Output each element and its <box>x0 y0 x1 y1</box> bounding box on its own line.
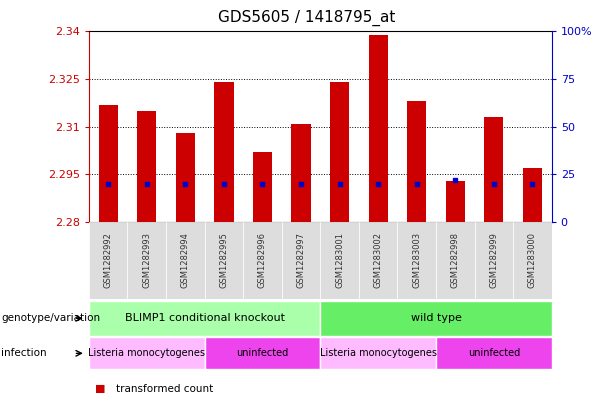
Text: infection: infection <box>1 348 47 358</box>
Text: GSM1282993: GSM1282993 <box>142 232 151 288</box>
Bar <box>446 181 465 222</box>
Bar <box>128 222 166 299</box>
Bar <box>513 222 552 299</box>
Text: Listeria monocytogenes: Listeria monocytogenes <box>319 348 436 358</box>
Text: GDS5605 / 1418795_at: GDS5605 / 1418795_at <box>218 10 395 26</box>
Bar <box>359 222 397 299</box>
Bar <box>205 337 321 369</box>
Bar <box>176 133 195 222</box>
Bar <box>484 117 503 222</box>
Text: GSM1283001: GSM1283001 <box>335 232 344 288</box>
Text: ■: ■ <box>95 384 105 393</box>
Bar <box>137 111 156 222</box>
Text: GSM1282996: GSM1282996 <box>258 232 267 288</box>
Bar <box>321 337 436 369</box>
Bar <box>253 152 272 222</box>
Bar <box>99 105 118 222</box>
Text: genotype/variation: genotype/variation <box>1 313 101 323</box>
Text: BLIMP1 conditional knockout: BLIMP1 conditional knockout <box>124 313 284 323</box>
Bar <box>330 82 349 222</box>
Bar <box>368 35 388 222</box>
Bar <box>282 222 321 299</box>
Bar <box>474 222 513 299</box>
Text: GSM1283003: GSM1283003 <box>412 232 421 288</box>
Bar <box>214 82 234 222</box>
Text: GSM1283000: GSM1283000 <box>528 232 537 288</box>
Text: Listeria monocytogenes: Listeria monocytogenes <box>88 348 205 358</box>
Bar <box>243 222 282 299</box>
Bar <box>436 222 474 299</box>
Bar <box>89 337 205 369</box>
Text: GSM1282992: GSM1282992 <box>104 232 113 288</box>
Text: uninfected: uninfected <box>237 348 289 358</box>
Bar <box>166 222 205 299</box>
Bar <box>436 337 552 369</box>
Bar <box>321 301 552 336</box>
Text: GSM1282998: GSM1282998 <box>451 232 460 288</box>
Text: GSM1282999: GSM1282999 <box>489 232 498 288</box>
Bar <box>407 101 427 222</box>
Text: GSM1282997: GSM1282997 <box>297 232 305 288</box>
Bar <box>321 222 359 299</box>
Bar <box>397 222 436 299</box>
Text: GSM1283002: GSM1283002 <box>374 232 383 288</box>
Text: transformed count: transformed count <box>116 384 214 393</box>
Text: GSM1282995: GSM1282995 <box>219 232 229 288</box>
Bar <box>89 222 128 299</box>
Bar <box>89 301 321 336</box>
Bar <box>523 168 542 222</box>
Bar <box>205 222 243 299</box>
Text: GSM1282994: GSM1282994 <box>181 232 190 288</box>
Bar <box>291 123 311 222</box>
Text: wild type: wild type <box>411 313 462 323</box>
Text: uninfected: uninfected <box>468 348 520 358</box>
